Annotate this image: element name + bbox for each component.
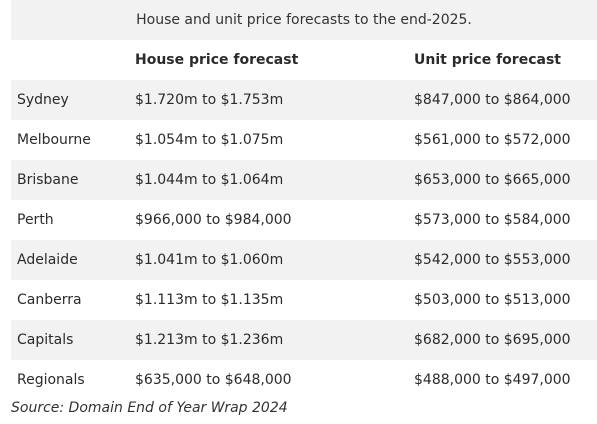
house-price-cell: $1.113m to $1.135m [135, 292, 284, 308]
table-row: Sydney $1.720m to $1.753m $847,000 to $8… [11, 80, 597, 120]
unit-price-cell: $561,000 to $572,000 [414, 132, 571, 148]
city-cell: Perth [17, 212, 54, 228]
unit-price-cell: $573,000 to $584,000 [414, 212, 571, 228]
table-row: Perth $966,000 to $984,000 $573,000 to $… [11, 200, 597, 240]
house-price-cell: $1.213m to $1.236m [135, 332, 284, 348]
table-row: Regionals $635,000 to $648,000 $488,000 … [11, 360, 597, 400]
city-cell: Canberra [17, 292, 82, 308]
table-header-row: House price forecast Unit price forecast [11, 40, 597, 80]
house-price-cell: $1.054m to $1.075m [135, 132, 284, 148]
header-unit-price: Unit price forecast [414, 52, 561, 68]
city-cell: Brisbane [17, 172, 79, 188]
table-row: Adelaide $1.041m to $1.060m $542,000 to … [11, 240, 597, 280]
table-caption: House and unit price forecasts to the en… [11, 0, 597, 40]
unit-price-cell: $488,000 to $497,000 [414, 372, 571, 388]
header-house-price: House price forecast [135, 52, 299, 68]
table-row: Capitals $1.213m to $1.236m $682,000 to … [11, 320, 597, 360]
unit-price-cell: $653,000 to $665,000 [414, 172, 571, 188]
house-price-cell: $966,000 to $984,000 [135, 212, 292, 228]
unit-price-cell: $503,000 to $513,000 [414, 292, 571, 308]
table-row: Melbourne $1.054m to $1.075m $561,000 to… [11, 120, 597, 160]
price-forecast-table: House and unit price forecasts to the en… [11, 0, 597, 400]
source-note: Source: Domain End of Year Wrap 2024 [11, 400, 288, 416]
table-row: Canberra $1.113m to $1.135m $503,000 to … [11, 280, 597, 320]
city-cell: Capitals [17, 332, 74, 348]
table-row: Brisbane $1.044m to $1.064m $653,000 to … [11, 160, 597, 200]
city-cell: Adelaide [17, 252, 78, 268]
house-price-cell: $635,000 to $648,000 [135, 372, 292, 388]
house-price-cell: $1.044m to $1.064m [135, 172, 284, 188]
house-price-cell: $1.720m to $1.753m [135, 92, 284, 108]
house-price-cell: $1.041m to $1.060m [135, 252, 284, 268]
city-cell: Melbourne [17, 132, 91, 148]
city-cell: Regionals [17, 372, 85, 388]
unit-price-cell: $847,000 to $864,000 [414, 92, 571, 108]
city-cell: Sydney [17, 92, 69, 108]
unit-price-cell: $682,000 to $695,000 [414, 332, 571, 348]
unit-price-cell: $542,000 to $553,000 [414, 252, 571, 268]
